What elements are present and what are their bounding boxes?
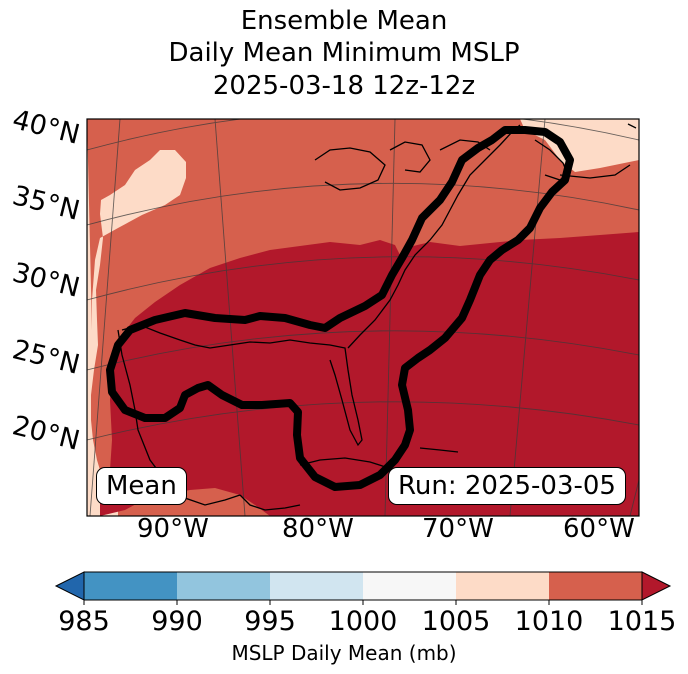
lon-label-80w: 80°W xyxy=(282,514,354,544)
mean-label-box: Mean xyxy=(96,467,187,505)
title-line-1: Ensemble Mean xyxy=(240,6,448,36)
colorbar-tick-995: 995 xyxy=(244,606,296,637)
map-frame xyxy=(86,118,640,517)
colorbar-tick-1010: 1010 xyxy=(514,606,584,637)
colorbar-bin-1010-1015 xyxy=(549,572,642,600)
lon-label-90w: 90°W xyxy=(137,514,209,544)
colorbar-tick-985: 985 xyxy=(58,606,110,637)
colorbar-extend-low xyxy=(54,571,85,601)
colorbar-extend-high xyxy=(641,571,672,601)
run-date-label-box: Run: 2025-03-05 xyxy=(388,467,626,505)
mslp-contour-outline xyxy=(106,126,574,491)
colorbar-bin-990-995 xyxy=(177,572,270,600)
colorbar-tick-1000: 1000 xyxy=(328,606,398,637)
lon-label-60w: 60°W xyxy=(563,514,635,544)
colorbar-bin-1000-1005 xyxy=(363,572,456,600)
colorbar-tick-1005: 1005 xyxy=(421,606,491,637)
colorbar-tick-990: 990 xyxy=(151,606,203,637)
colorbar-bin-995-1000 xyxy=(270,572,363,600)
coastlines xyxy=(117,123,637,511)
colorbar-bin-985-990 xyxy=(84,572,177,600)
title-line-2: Daily Mean Minimum MSLP xyxy=(168,38,520,68)
colorbar xyxy=(54,571,672,605)
colorbar-tick-1015: 1015 xyxy=(607,606,677,637)
colorbar-bin-1005-1010 xyxy=(456,572,549,600)
title-line-3: 2025-03-18 12z-12z xyxy=(212,71,476,101)
colorbar-label: MSLP Daily Mean (mb) xyxy=(231,641,457,665)
mslp-band-above-1015 xyxy=(100,232,639,516)
lon-label-70w: 70°W xyxy=(422,514,494,544)
